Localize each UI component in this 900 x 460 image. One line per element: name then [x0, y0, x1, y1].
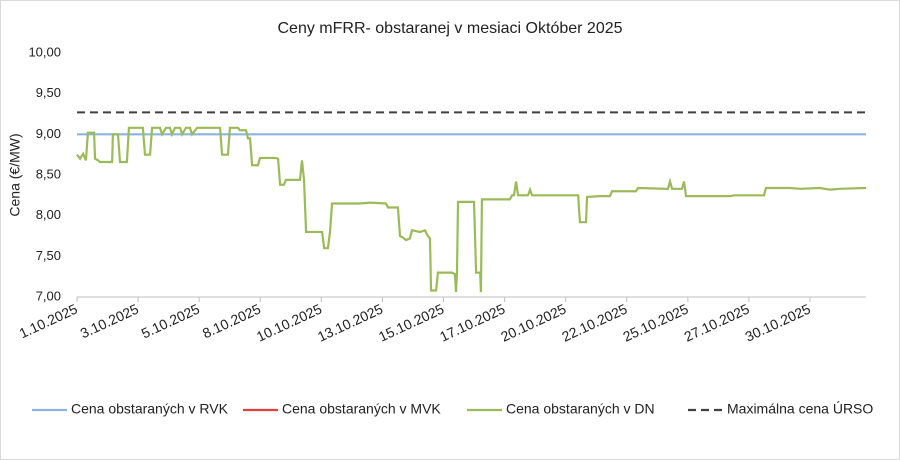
- y-tick-label: 8,50: [36, 166, 61, 181]
- legend-label: Cena obstaraných v MVK: [282, 401, 441, 417]
- series-line: [76, 126, 867, 293]
- y-tick-label: 8,00: [36, 207, 61, 222]
- y-tick-label: 7,00: [36, 288, 61, 303]
- chart-title: Ceny mFRR- obstaranej v mesiaci Október …: [277, 20, 622, 37]
- y-tick-label: 7,50: [36, 248, 61, 263]
- y-tick-label: 9,50: [36, 85, 61, 100]
- y-tick-label: 9,00: [36, 126, 61, 141]
- legend-label: Cena obstaraných v DN: [506, 401, 655, 417]
- y-axis-label: Cena (€/MW): [7, 133, 23, 216]
- legend-label: Maximálna cena ÚRSO: [727, 401, 873, 417]
- legend-label: Cena obstaraných v RVK: [71, 401, 229, 417]
- y-tick-label: 10,00: [28, 44, 61, 59]
